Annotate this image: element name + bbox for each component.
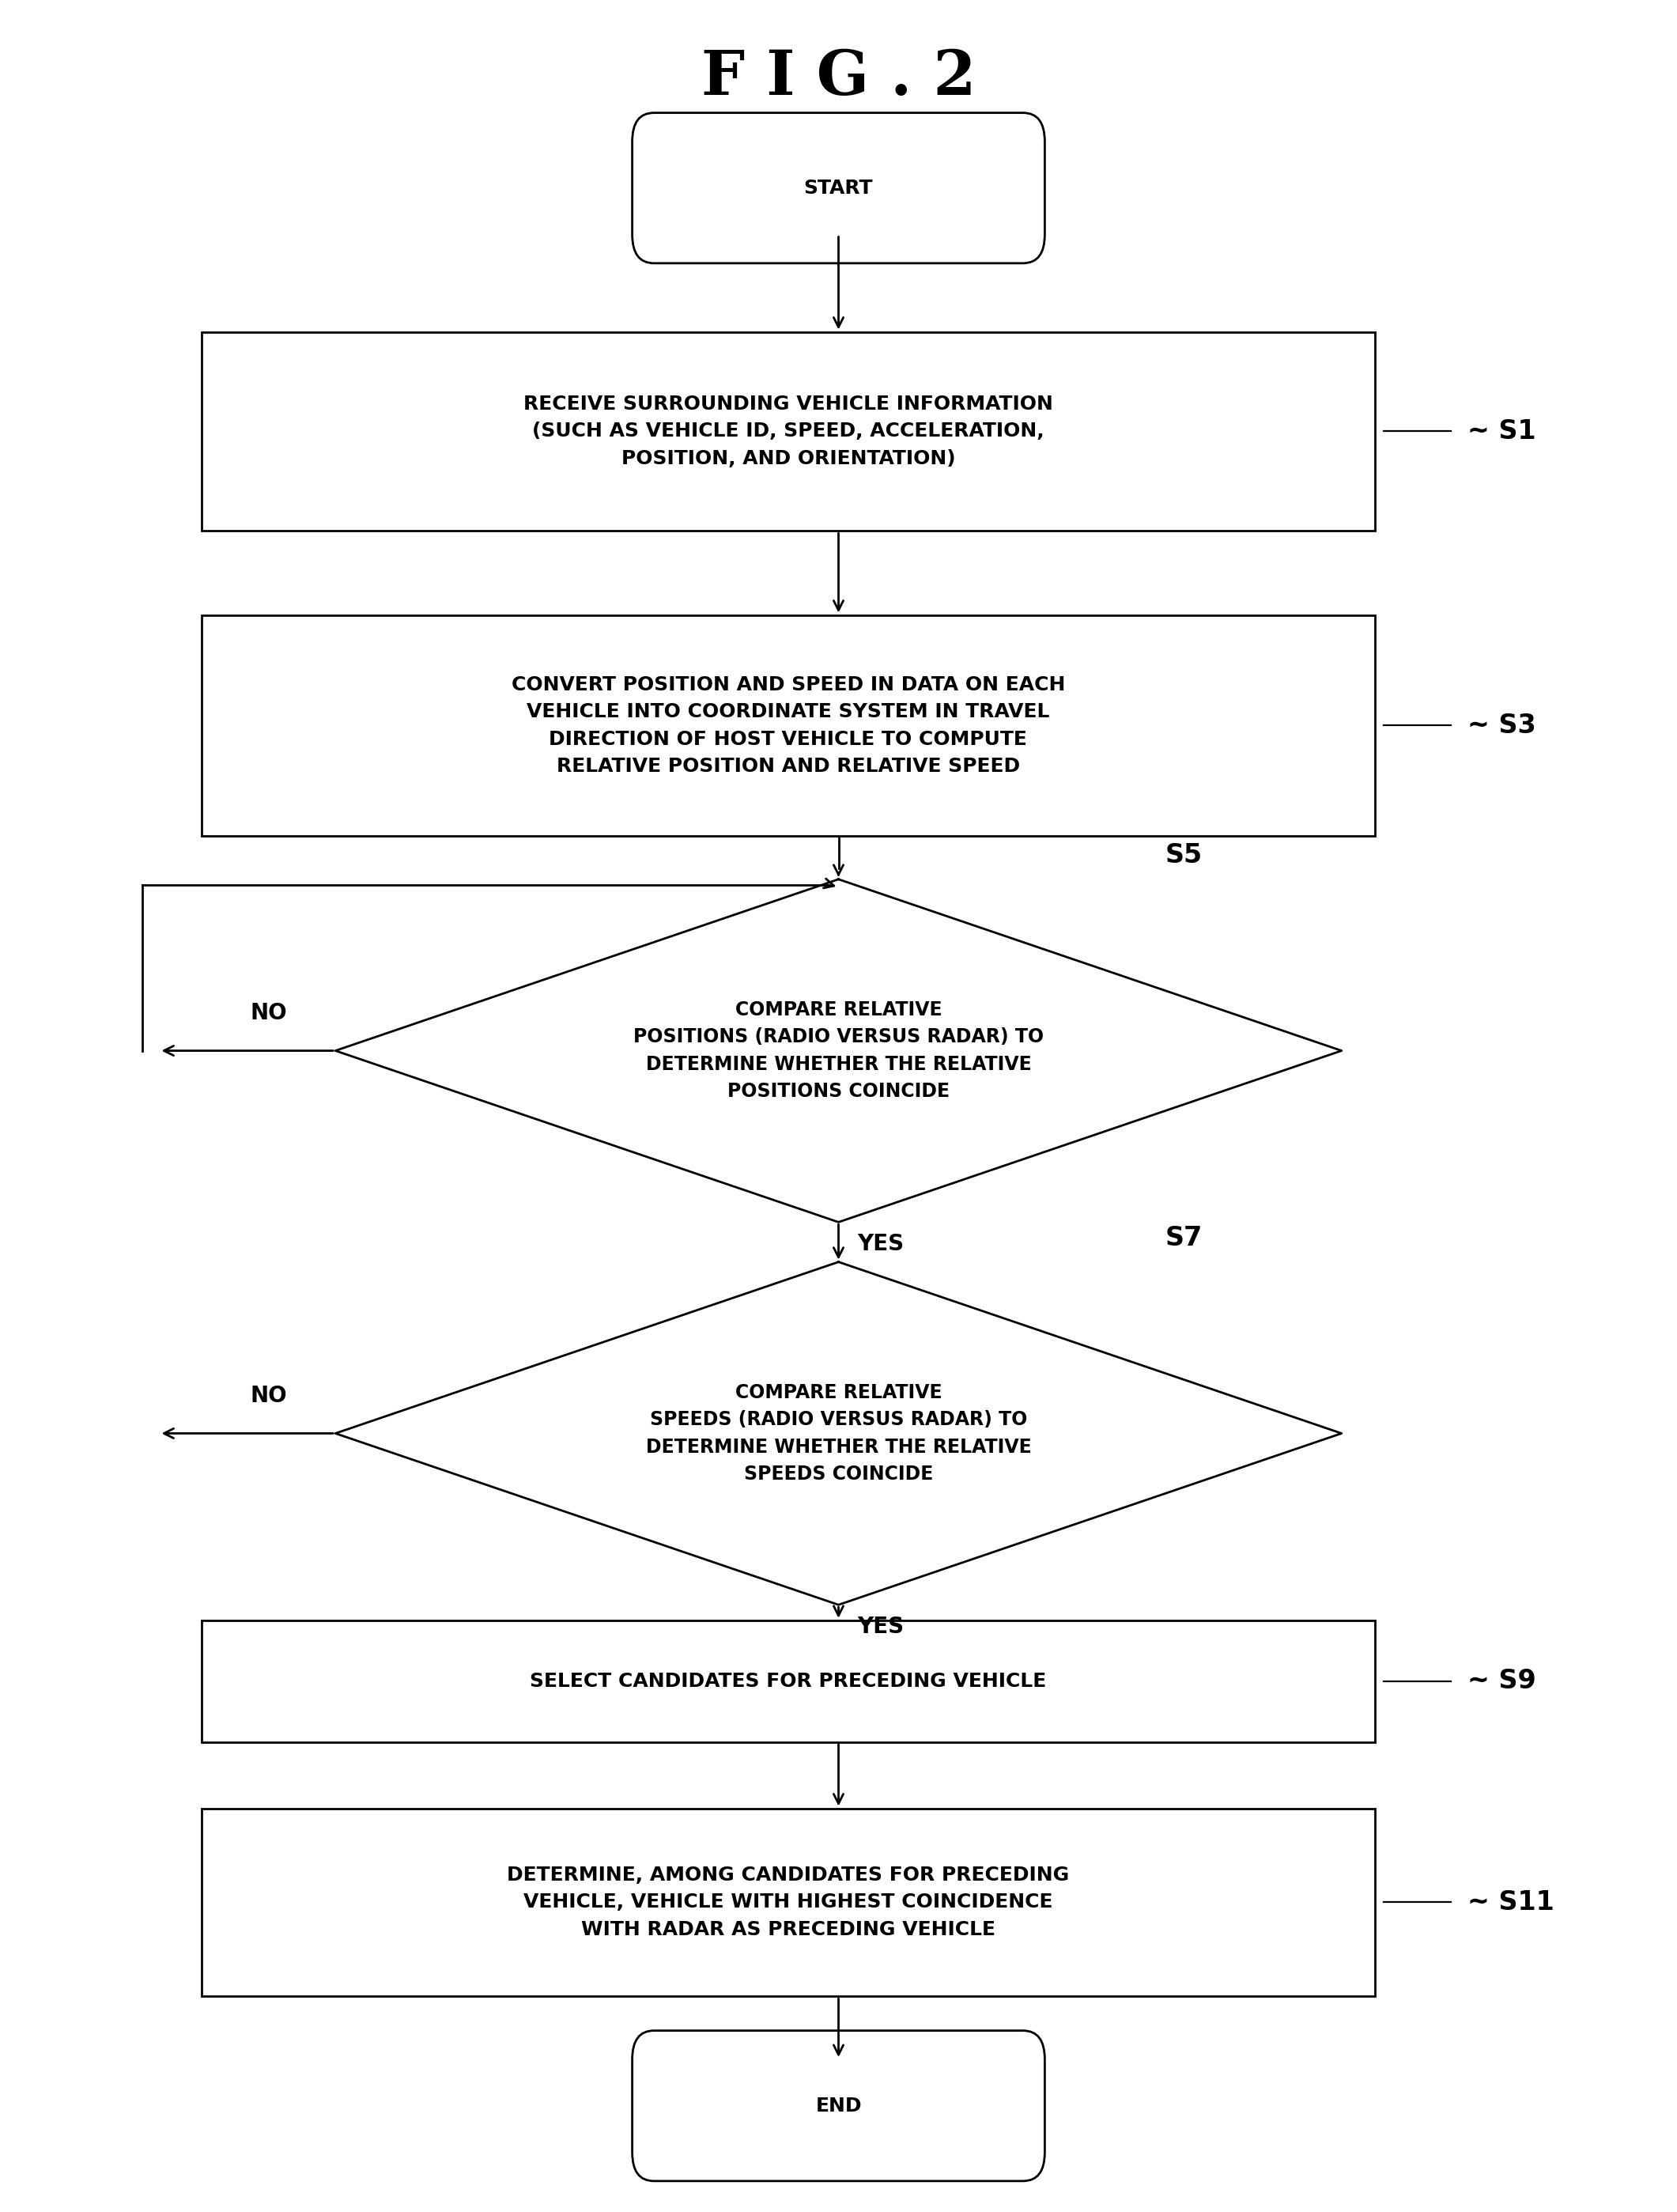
Text: S5: S5 xyxy=(1166,843,1202,867)
Text: YES: YES xyxy=(857,1615,904,1639)
Text: ~ S1: ~ S1 xyxy=(1467,418,1536,445)
Bar xyxy=(201,1809,1375,1995)
Text: COMPARE RELATIVE
SPEEDS (RADIO VERSUS RADAR) TO
DETERMINE WHETHER THE RELATIVE
S: COMPARE RELATIVE SPEEDS (RADIO VERSUS RA… xyxy=(646,1382,1031,1484)
Text: S7: S7 xyxy=(1166,1225,1202,1252)
Text: NO: NO xyxy=(250,1002,287,1024)
Text: RECEIVE SURROUNDING VEHICLE INFORMATION
(SUCH AS VEHICLE ID, SPEED, ACCELERATION: RECEIVE SURROUNDING VEHICLE INFORMATION … xyxy=(523,394,1053,469)
Text: ~ S9: ~ S9 xyxy=(1467,1668,1536,1694)
Text: END: END xyxy=(815,2097,862,2115)
Bar xyxy=(201,1619,1375,1743)
Text: ~ S11: ~ S11 xyxy=(1467,1889,1555,1916)
Text: F I G . 2: F I G . 2 xyxy=(701,46,976,108)
Bar xyxy=(201,332,1375,531)
Text: COMPARE RELATIVE
POSITIONS (RADIO VERSUS RADAR) TO
DETERMINE WHETHER THE RELATIV: COMPARE RELATIVE POSITIONS (RADIO VERSUS… xyxy=(634,1000,1043,1102)
Text: SELECT CANDIDATES FOR PRECEDING VEHICLE: SELECT CANDIDATES FOR PRECEDING VEHICLE xyxy=(530,1672,1046,1690)
Polygon shape xyxy=(335,878,1342,1221)
Text: START: START xyxy=(803,179,874,197)
FancyBboxPatch shape xyxy=(632,113,1045,263)
Text: ~ S3: ~ S3 xyxy=(1467,712,1536,739)
Polygon shape xyxy=(335,1261,1342,1606)
Text: NO: NO xyxy=(250,1385,287,1407)
Bar xyxy=(201,615,1375,836)
Text: YES: YES xyxy=(857,1234,904,1256)
Text: CONVERT POSITION AND SPEED IN DATA ON EACH
VEHICLE INTO COORDINATE SYSTEM IN TRA: CONVERT POSITION AND SPEED IN DATA ON EA… xyxy=(511,675,1065,776)
Text: DETERMINE, AMONG CANDIDATES FOR PRECEDING
VEHICLE, VEHICLE WITH HIGHEST COINCIDE: DETERMINE, AMONG CANDIDATES FOR PRECEDIN… xyxy=(506,1865,1070,1940)
FancyBboxPatch shape xyxy=(632,2031,1045,2181)
